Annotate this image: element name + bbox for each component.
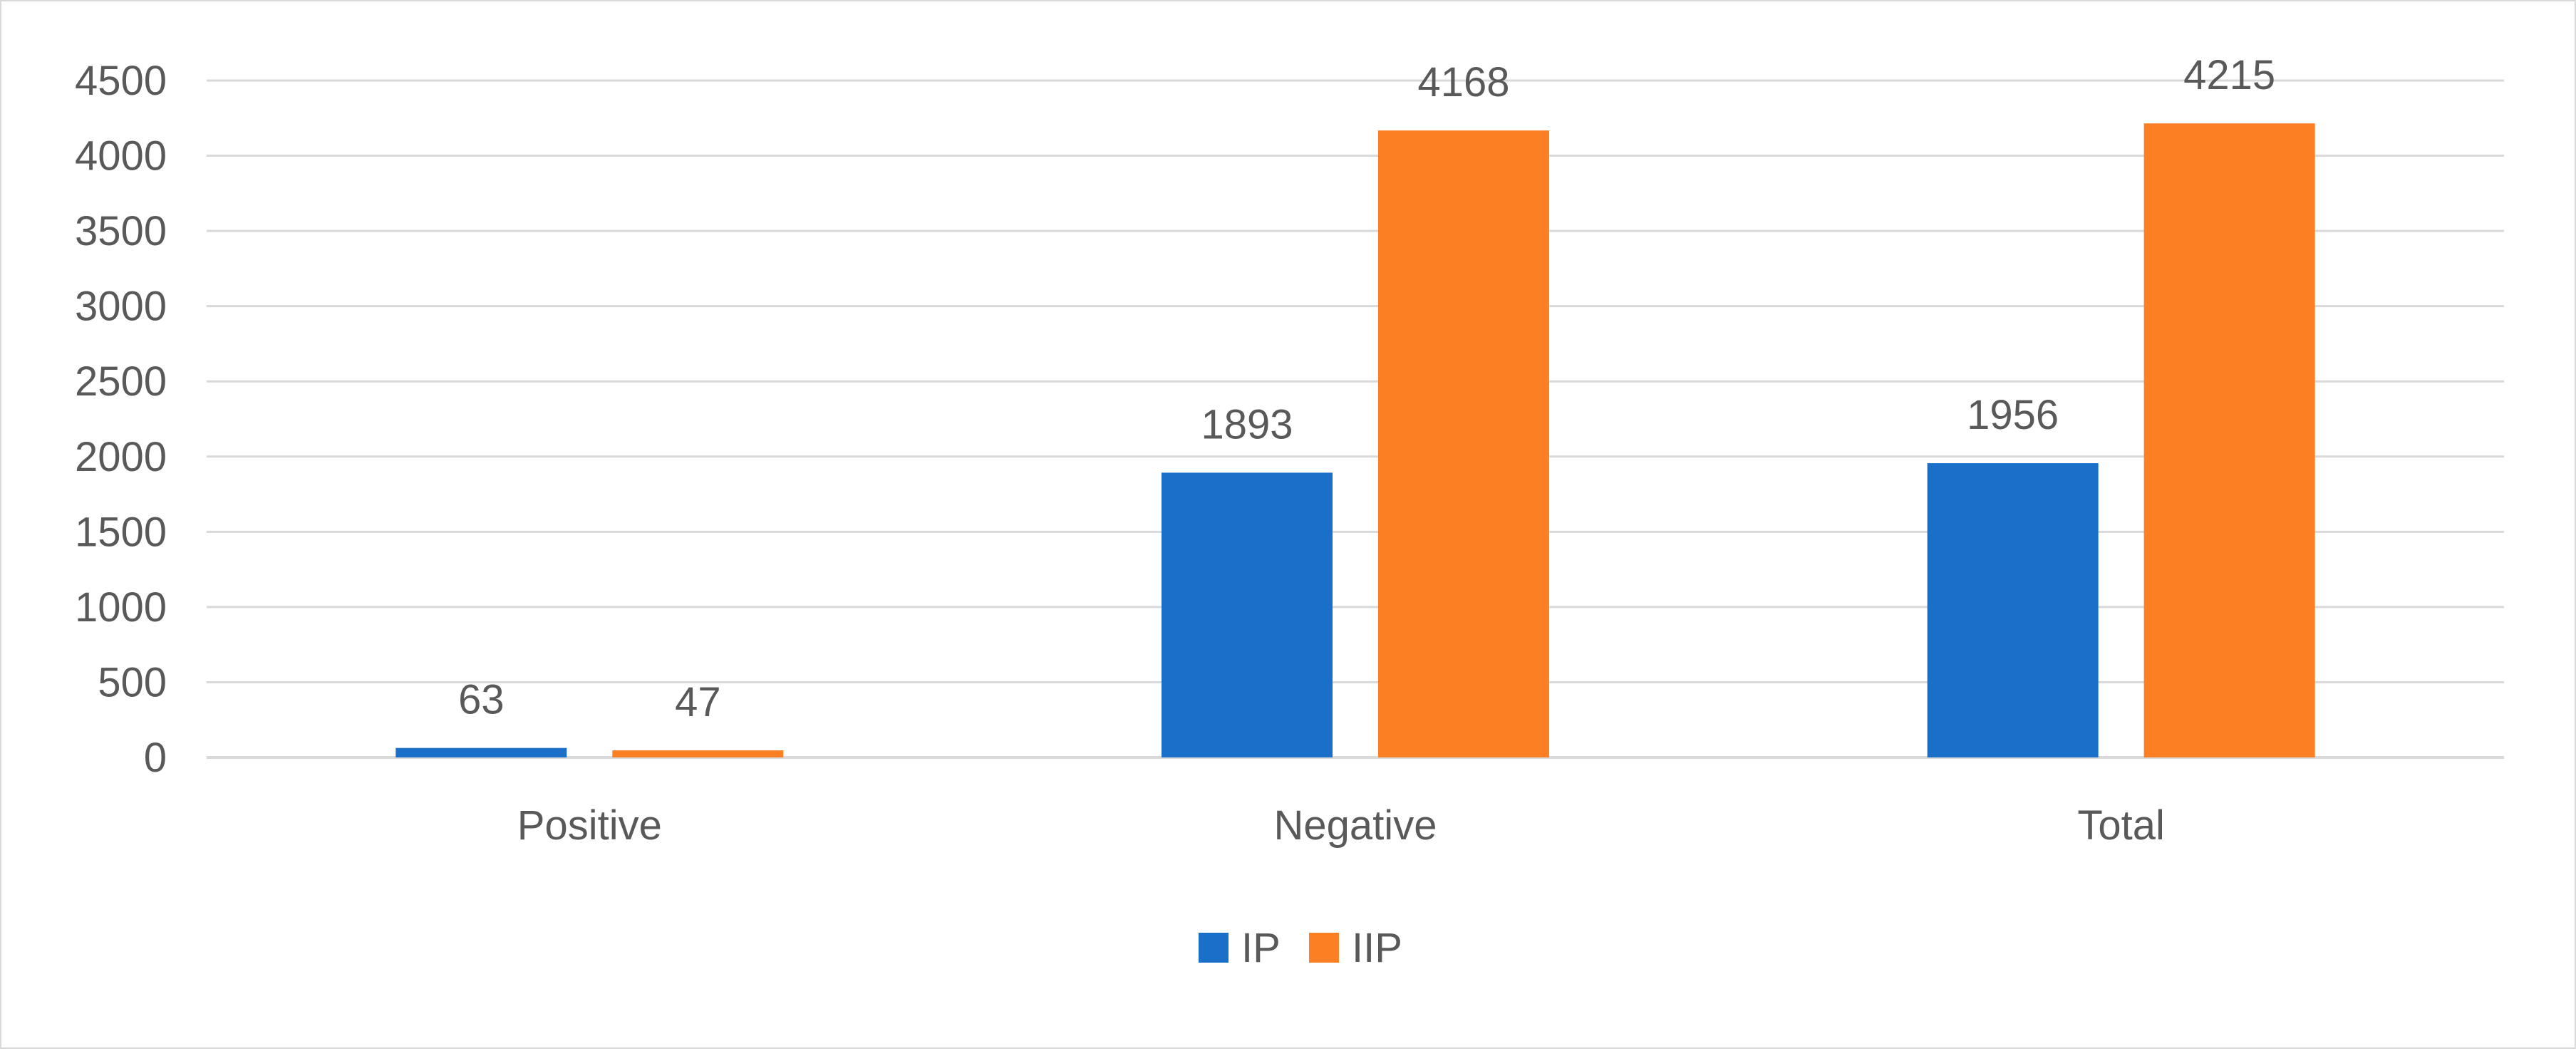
legend: IP IIP	[1199, 925, 1402, 971]
bar-ip-negative	[1162, 472, 1333, 757]
data-label-ip-total: 1956	[1967, 392, 2059, 438]
data-label-ip-positive: 63	[458, 677, 505, 723]
y-tick-label: 3000	[75, 284, 167, 330]
legend-swatch-iip	[1309, 933, 1339, 963]
bar-iip-positive	[612, 750, 784, 757]
y-tick-label: 2000	[75, 434, 167, 480]
legend-label-iip: IIP	[1352, 925, 1402, 971]
data-label-iip-total: 4215	[2183, 52, 2275, 98]
data-label-iip-negative: 4168	[1417, 59, 1509, 105]
y-tick-label: 1000	[75, 584, 167, 631]
bar-iip-total	[2143, 123, 2315, 757]
y-tick-label: 4000	[75, 133, 167, 180]
y-tick-label: 4500	[75, 58, 167, 104]
y-tick-label: 500	[98, 659, 167, 705]
bar-iip-negative	[1378, 130, 1549, 758]
data-label-ip-negative: 1893	[1201, 401, 1293, 447]
y-axis-tick-labels: 0 500 1000 1500 2000 2500 3000 3500 4000 4500	[75, 58, 167, 781]
x-tick-label-negative: Negative	[1274, 802, 1437, 849]
legend-swatch-ip	[1199, 933, 1228, 963]
data-label-iip-positive: 47	[675, 679, 721, 725]
bar-ip-total	[1927, 463, 2099, 757]
bar-ip-positive	[395, 747, 567, 757]
y-tick-label: 3500	[75, 208, 167, 254]
bars	[395, 123, 2315, 758]
y-tick-label: 0	[144, 735, 167, 781]
x-axis-tick-labels: Positive Negative Total	[517, 802, 2165, 849]
gridlines	[207, 79, 2504, 759]
legend-label-ip: IP	[1241, 925, 1281, 971]
y-tick-label: 2500	[75, 358, 167, 405]
x-tick-label-positive: Positive	[517, 802, 662, 849]
data-labels: 63 47 1893 4168 1956 4215	[458, 52, 2275, 725]
y-tick-label: 1500	[75, 509, 167, 555]
x-tick-label-total: Total	[2077, 802, 2165, 849]
